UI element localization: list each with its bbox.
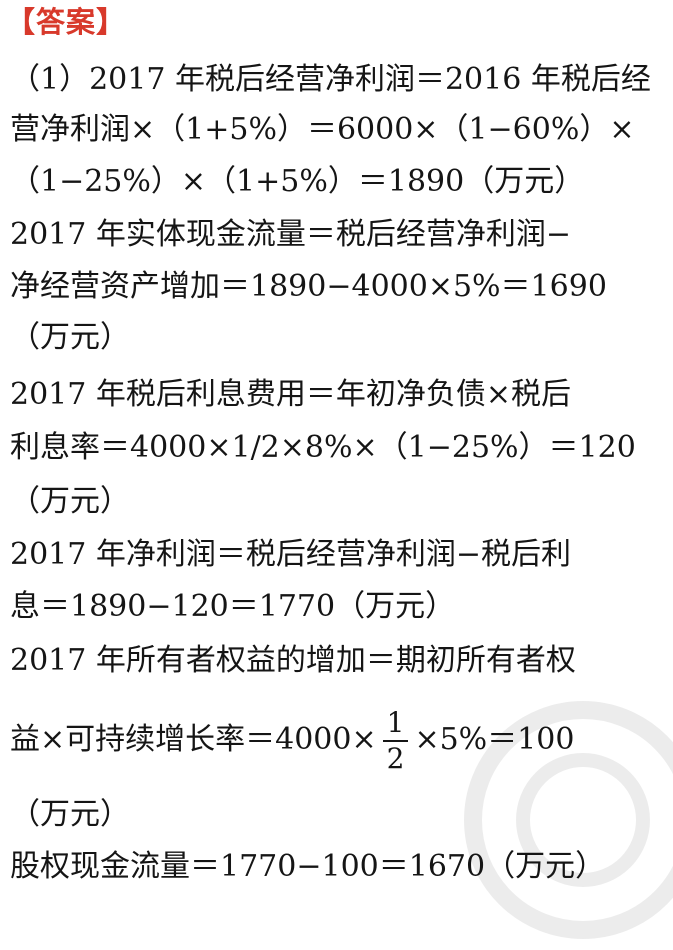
answer-line-12: 2017 年所有者权益的增加＝期初所有者权 — [10, 643, 576, 678]
answer-page: 【答案】 （1）2017 年税后经营净利润＝2016 年税后经 营净利润×（1+… — [6, 5, 673, 939]
answer-line-3: （1−25%）×（1+5%）＝1890（万元） — [10, 164, 585, 199]
fraction-line: 益×可持续增长率＝4000× 1 2 ×5%＝100 — [10, 700, 574, 780]
answer-line-4: 2017 年实体现金流量＝税后经营净利润− — [10, 217, 572, 252]
answer-line-6: （万元） — [10, 320, 130, 355]
answer-line-14: （万元） — [10, 797, 130, 832]
fraction-line-after: ×5%＝100 — [414, 722, 575, 757]
answer-heading: 【答案】 — [6, 5, 127, 39]
fraction-numerator: 1 — [386, 706, 405, 739]
answer-line-9: （万元） — [10, 484, 130, 519]
answer-line-1: （1）2017 年税后经营净利润＝2016 年税后经 — [10, 62, 651, 97]
answer-line-15: 股权现金流量＝1770−100＝1670（万元） — [10, 849, 606, 884]
answer-line-7: 2017 年税后利息费用＝年初净负债×税后 — [10, 377, 572, 412]
fraction-denominator: 2 — [386, 742, 405, 775]
fraction-line-before: 益×可持续增长率＝4000× — [10, 722, 377, 757]
answer-line-8: 利息率＝4000×1/2×8%×（1−25%）＝120 — [10, 430, 636, 465]
answer-line-5: 净经营资产增加＝1890−4000×5%＝1690 — [10, 269, 607, 304]
fraction-bar — [382, 740, 409, 742]
answer-line-10: 2017 年净利润＝税后经营净利润−税后利 — [10, 537, 572, 572]
answer-line-11: 息＝1890−120＝1770（万元） — [10, 589, 456, 624]
answer-line-2: 营净利润×（1+5%）＝6000×（1−60%）× — [10, 112, 635, 147]
